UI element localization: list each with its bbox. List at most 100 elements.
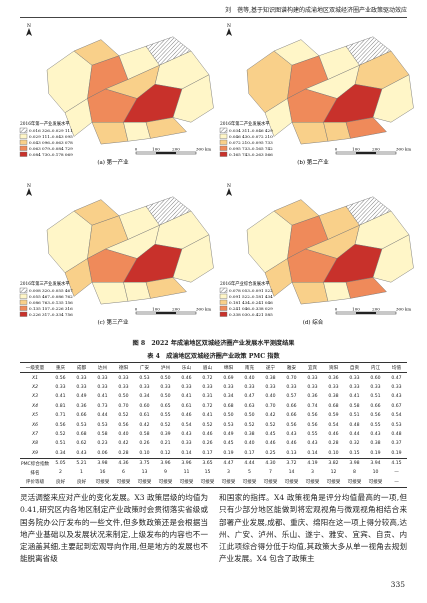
row-label: X5 — [31, 413, 39, 419]
table-cell: 0.17 — [244, 450, 255, 456]
table-cell: — — [394, 470, 399, 476]
table-cell: 0.52 — [202, 422, 213, 428]
table-cell: 0.19 — [370, 450, 381, 456]
map — [46, 196, 214, 305]
table-cell: 0.33 — [328, 384, 339, 390]
table-cell: 0.38 — [265, 375, 276, 381]
scale-bar — [156, 312, 176, 314]
table-cell: 0.42 — [139, 422, 150, 428]
table-cell: 0.44 — [97, 413, 108, 419]
table-cell: 可接受 — [137, 480, 152, 486]
table-cell: 0.66 — [76, 413, 87, 419]
table-cell: 0.33 — [76, 375, 87, 381]
table-row: X3 0.41 0.49 0.41 0.50 0.34 0.50 0.41 0.31 0.34 0.… — [20, 392, 407, 401]
legend-swatch — [219, 151, 228, 157]
region — [91, 122, 129, 145]
table-row: X4 0.81 0.36 0.73 0.70 0.60 0.65 0.61 0.72 0.68 0.… — [20, 402, 407, 411]
table-cell: 0.33 — [391, 384, 402, 390]
table-cell: 0.43 — [76, 450, 87, 456]
row-label: X4 — [31, 403, 39, 409]
table-cell: 可接受 — [368, 480, 383, 486]
table-cell: 0.28 — [118, 450, 129, 456]
table-cell: 0.38 — [328, 394, 339, 400]
legend-label: 0.338 030–0.421 585 — [229, 312, 273, 317]
table-cell: 良好 — [55, 480, 66, 486]
table-cell: 16 — [99, 470, 106, 476]
table-cell: 0.46 — [265, 441, 276, 447]
table-cell: 3.96 — [160, 461, 171, 467]
table-cell: 0.40 — [265, 394, 276, 400]
header-row: 一级变量 重庆 成都 达州 德阳 广安 泸州 乐山 眉山 绵阳 南充 遂宁 雅安 宜宾 资阳 自贡 内江 均值 — [20, 362, 407, 374]
table-cell: 0.33 — [307, 375, 318, 381]
table-cell: 0.19 — [223, 450, 234, 456]
table-cell: 0.52 — [55, 431, 66, 437]
table-cell: 0.55 — [370, 422, 381, 428]
table-cell: 0.14 — [181, 450, 192, 456]
table-row: X7 0.52 0.68 0.58 0.40 0.58 0.39 0.43 0.46 0.49 0.… — [20, 430, 407, 439]
table-cell: 9 — [164, 470, 167, 476]
column-header: 自贡 — [344, 362, 365, 374]
table-cell: 0.17 — [202, 450, 213, 456]
column-header: 资阳 — [323, 362, 344, 374]
column-header: 一级变量 — [20, 362, 50, 374]
column-header: 南充 — [239, 362, 260, 374]
north-label: N — [227, 23, 231, 29]
legend-label: 0.063 079–0.084 729 — [29, 146, 73, 151]
table-cell: 0.48 — [349, 422, 360, 428]
table-cell: 0.44 — [349, 431, 360, 437]
legend-swatch — [219, 287, 228, 293]
table-cell: 0.51 — [55, 441, 66, 447]
table-cell: 0.40 — [244, 375, 255, 381]
table-cell: 0.38 — [244, 431, 255, 437]
table-row: X1 0.56 0.33 0.33 0.33 0.53 0.50 0.46 0.72 0.69 0.… — [20, 373, 407, 383]
north-label: N — [27, 183, 31, 189]
legend-title: 2016年产业综合发展水平 — [220, 280, 270, 287]
table-cell: 0.53 — [97, 422, 108, 428]
table-cell: 0.69 — [223, 375, 234, 381]
table-cell: 0.56 — [286, 422, 297, 428]
table-cell: 0.67 — [391, 403, 402, 409]
north-label: N — [27, 23, 31, 29]
column-header: 泸州 — [155, 362, 176, 374]
table-cell: 7 — [269, 470, 272, 476]
table-cell: 5.05 — [55, 461, 66, 467]
table-cell: 0.33 — [76, 384, 87, 390]
north-arrow — [26, 188, 32, 196]
table-cell: — — [394, 479, 399, 485]
table-cell: 0.65 — [160, 403, 171, 409]
table-cell: 0.50 — [160, 375, 171, 381]
table-cell: 0.50 — [118, 394, 129, 400]
table-cell: 可接受 — [305, 480, 320, 486]
table-cell: 0.33 — [349, 375, 360, 381]
scale-label: 0 — [135, 147, 138, 152]
table-cell: 0.31 — [202, 394, 213, 400]
table-cell: 0.45 — [223, 441, 234, 447]
legend-label: 0.135 157–0.226 316 — [29, 306, 73, 311]
north-arrow — [226, 188, 232, 196]
table-cell: 可接受 — [326, 480, 341, 486]
legend-swatch — [19, 151, 28, 157]
table-cell: 0.28 — [328, 441, 339, 447]
column-header: 重庆 — [50, 362, 71, 374]
column-header: 宜宾 — [302, 362, 323, 374]
table-cell: 0.32 — [349, 441, 360, 447]
region — [323, 122, 351, 142]
column-header: 成都 — [71, 362, 92, 374]
page-number: 335 — [390, 580, 405, 589]
column-header: 乐山 — [176, 362, 197, 374]
table-row: 排名 2 1 16 6 13 9 11 15 3 5 7 14 3 12 8 10 — — [20, 468, 407, 477]
legend-swatch — [219, 133, 228, 139]
table-cell: 0.56 — [307, 422, 318, 428]
table-cell: 可接受 — [179, 480, 194, 486]
table-cell: 0.43 — [370, 431, 381, 437]
legend-label: 0.029 111–0.043 095 — [29, 134, 73, 139]
table-cell: 0.33 — [181, 384, 192, 390]
row-label: X8 — [31, 441, 39, 447]
table-cell: 6 — [122, 470, 125, 476]
table-cell: 0.51 — [370, 394, 381, 400]
legend-title: 2016年第一产业发展水平 — [20, 120, 70, 127]
table-cell: 可接受 — [200, 480, 215, 486]
table-cell: 0.70 — [286, 375, 297, 381]
column-header: 达州 — [92, 362, 113, 374]
